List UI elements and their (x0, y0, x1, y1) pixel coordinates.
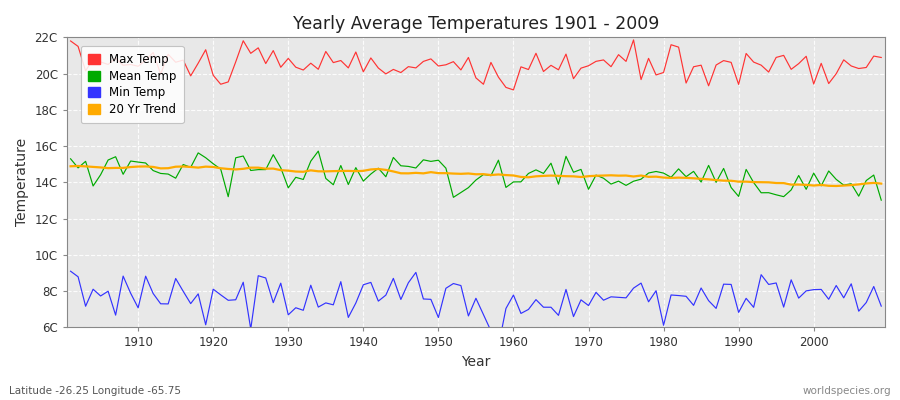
Legend: Max Temp, Mean Temp, Min Temp, 20 Yr Trend: Max Temp, Mean Temp, Min Temp, 20 Yr Tre… (81, 46, 184, 123)
Title: Yearly Average Temperatures 1901 - 2009: Yearly Average Temperatures 1901 - 2009 (292, 15, 659, 33)
X-axis label: Year: Year (461, 355, 491, 369)
Text: Latitude -26.25 Longitude -65.75: Latitude -26.25 Longitude -65.75 (9, 386, 181, 396)
Y-axis label: Temperature: Temperature (15, 138, 29, 226)
Text: worldspecies.org: worldspecies.org (803, 386, 891, 396)
